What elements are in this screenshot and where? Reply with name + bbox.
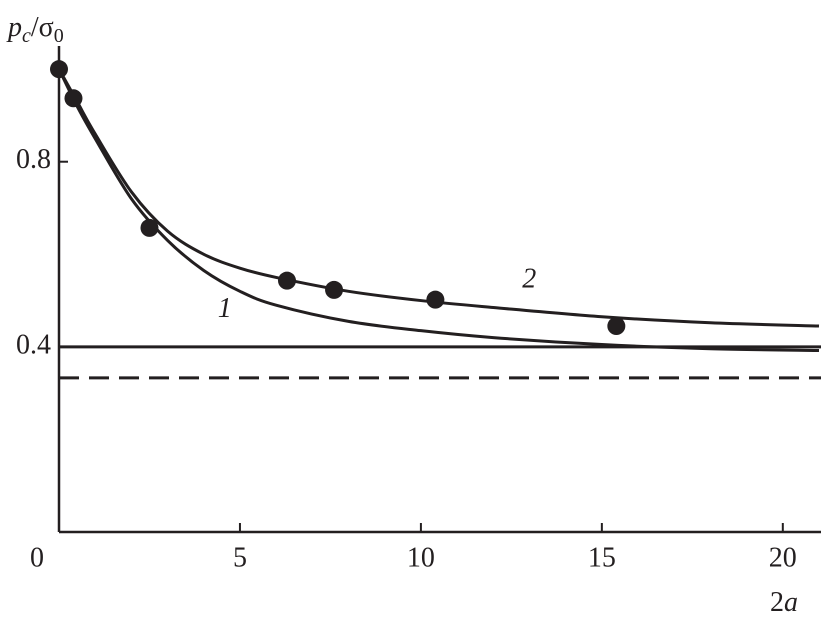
data-point [140, 218, 159, 237]
x-label-part: a [784, 587, 798, 618]
y-axis-label: pc/σ0 [6, 12, 64, 46]
y-label-part: /σ [31, 12, 54, 43]
x-tick-label: 10 [407, 542, 435, 573]
x-tick-label: 20 [769, 542, 797, 573]
x-tick-label: 5 [233, 542, 247, 573]
data-point [607, 317, 626, 336]
data-point [64, 89, 83, 108]
y-label-part: c [22, 25, 31, 47]
x-axis-label: 2a [770, 587, 798, 618]
y-label-part: 0 [54, 25, 64, 47]
y-tick-label: 0.4 [16, 329, 51, 360]
curve-label: 2 [522, 263, 536, 294]
y-label-part: p [6, 12, 22, 43]
x-label-part: 2 [770, 587, 784, 618]
x-tick-label: 15 [588, 542, 616, 573]
data-point [50, 60, 68, 79]
data-point [325, 280, 344, 299]
y-tick-label: 0.8 [16, 144, 51, 175]
curve-label: 1 [218, 293, 232, 324]
data-point [426, 290, 445, 309]
x-tick-label: 0 [30, 542, 44, 573]
curve [57, 68, 820, 328]
curve [57, 68, 820, 353]
data-point [278, 271, 296, 290]
